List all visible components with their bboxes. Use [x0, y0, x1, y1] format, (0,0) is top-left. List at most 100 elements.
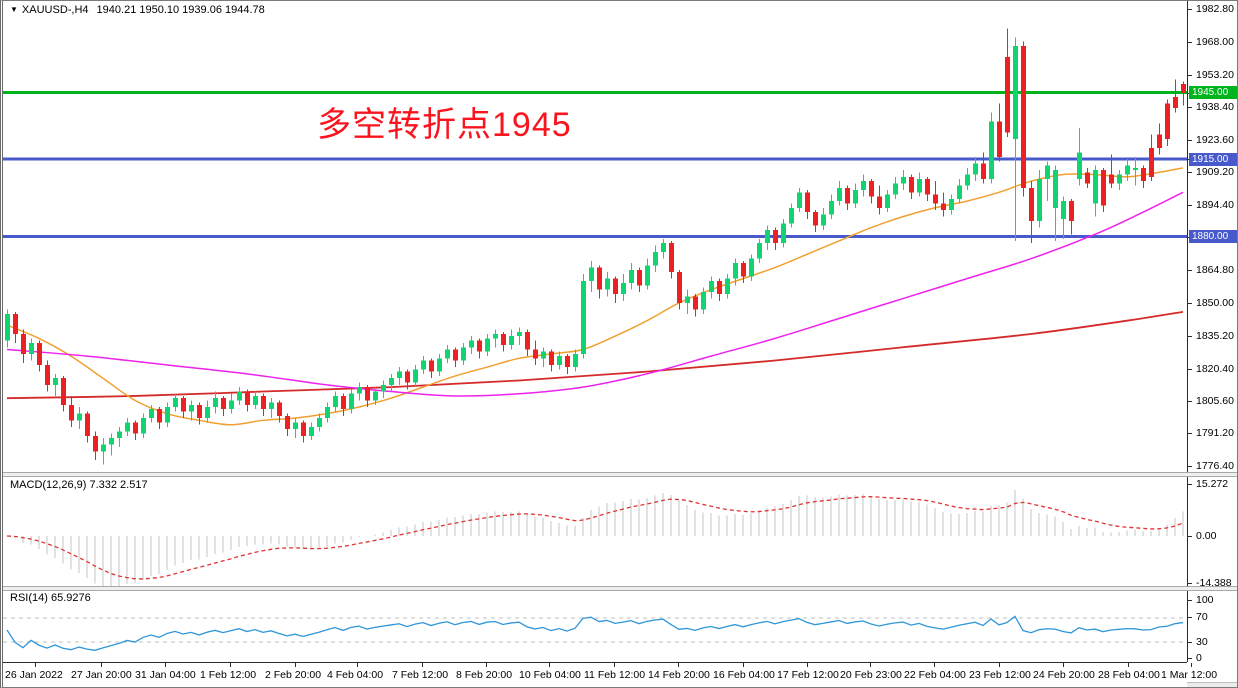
candle-body: [1157, 134, 1162, 149]
candle-body: [917, 178, 922, 193]
candle-body: [1165, 103, 1170, 140]
candle-body: [581, 280, 586, 354]
candle-body: [557, 356, 562, 365]
macd-scale-label: 15.272: [1196, 478, 1229, 490]
candle-body: [77, 413, 82, 421]
chart-text-annotation[interactable]: 多空转折点1945: [317, 106, 572, 144]
price-tick: [1188, 107, 1192, 109]
time-tick: [1191, 663, 1192, 667]
candle-body: [869, 181, 874, 197]
macd-indicator-label: MACD(12,26,9) 7.332 2.517: [10, 479, 148, 491]
candle-body: [661, 243, 666, 253]
time-tick-label: 17 Feb 12:00: [777, 669, 839, 681]
candle-body: [221, 398, 226, 410]
macd-scale-label: 0.00: [1196, 530, 1217, 542]
candle-body: [949, 198, 954, 210]
candle-body: [181, 398, 186, 412]
time-tick: [422, 663, 423, 667]
time-axis[interactable]: 26 Jan 2022 27 Jan 20:00 31 Jan 04:00 1 Feb…: [3, 662, 1217, 687]
candle-body: [109, 438, 114, 445]
candle-body: [957, 185, 962, 199]
time-tick-label: 2 Feb 20:00: [265, 669, 322, 681]
candle-body: [269, 402, 274, 410]
candle-body: [1117, 174, 1122, 184]
candle-body: [1181, 83, 1186, 94]
candle-body: [309, 426, 314, 436]
price-tick: [1188, 171, 1192, 173]
candle-body: [757, 243, 762, 259]
time-tick: [1128, 663, 1129, 667]
candle-body: [197, 404, 202, 419]
candle-body: [125, 422, 130, 432]
candle-body: [549, 351, 554, 365]
time-tick-label: 4 Feb 04:00: [327, 669, 384, 681]
macd-panel-canvas[interactable]: [3, 476, 1187, 586]
price-tick-label: 1805.60: [1196, 395, 1234, 408]
candle-body: [877, 196, 882, 208]
candle-body: [261, 395, 266, 410]
candle-body: [477, 340, 482, 352]
ma_mid_magenta-line[interactable]: [6, 191, 1184, 397]
candle-body: [965, 174, 970, 186]
candle-body: [885, 194, 890, 208]
rsi-panel-canvas[interactable]: [3, 590, 1187, 662]
time-tick-label: 14 Feb 20:00: [648, 669, 710, 681]
candle-body: [725, 278, 730, 295]
candle-body: [301, 422, 306, 436]
candle-body: [565, 356, 570, 368]
candle-body: [645, 265, 650, 286]
candlesticks: [5, 28, 1186, 465]
rsi-scale-tick: [1188, 658, 1192, 659]
time-tick-label: 10 Feb 04:00: [519, 669, 581, 681]
candle-body: [357, 387, 362, 394]
rsi-scale-label: 70: [1196, 611, 1208, 623]
time-tick: [549, 663, 550, 667]
price-level-tag: 1880.00: [1189, 230, 1237, 244]
candle-body: [1061, 201, 1066, 219]
candle-body: [317, 418, 322, 427]
ma_fast_orange-line[interactable]: [6, 167, 1184, 426]
price-axis[interactable]: 1982.80 1968.00 1953.20 1938.40 1923.60 1909.…: [1187, 1, 1237, 664]
candle-body: [541, 351, 546, 359]
price-tick-label: 1938.40: [1196, 101, 1234, 114]
time-tick: [357, 663, 358, 667]
candle-body: [13, 314, 18, 334]
panel-splitter-macd[interactable]: [3, 472, 1237, 477]
price-tick-label: 1776.40: [1196, 459, 1234, 472]
candle-body: [493, 333, 498, 339]
candle-body: [501, 333, 506, 346]
price-tick: [1188, 302, 1192, 304]
time-tick: [614, 663, 615, 667]
price-tick: [1188, 140, 1192, 142]
candle-body: [53, 378, 58, 385]
candle-body: [1021, 46, 1026, 188]
candle-body: [1125, 165, 1130, 175]
candle-body: [205, 407, 210, 419]
symbol-dropdown-arrow-icon[interactable]: ▼: [10, 5, 18, 14]
price-tick-label: 1894.40: [1196, 198, 1234, 211]
price-tick-label: 1820.40: [1196, 362, 1234, 375]
candle-body: [1101, 170, 1106, 206]
panel-splitter-rsi[interactable]: [3, 586, 1237, 591]
ma_slow_red-line[interactable]: [6, 310, 1184, 400]
time-tick-label: 23 Feb 12:00: [969, 669, 1031, 681]
price-level-tag: 1945.00: [1189, 86, 1237, 100]
candle-body: [853, 190, 858, 204]
candle-body: [245, 391, 250, 405]
candle-body: [973, 163, 978, 175]
rsi-scale-label: 100: [1196, 594, 1214, 606]
candle-body: [517, 331, 522, 337]
candle-body: [141, 418, 146, 434]
candle-body: [1173, 97, 1178, 109]
time-tick-label: 31 Jan 04:00: [135, 669, 196, 681]
candle-body: [789, 207, 794, 224]
price-tick-label: 1953.20: [1196, 68, 1234, 81]
time-tick: [934, 663, 935, 667]
price-tick-label: 1923.60: [1196, 134, 1234, 147]
candle-body: [509, 336, 514, 346]
time-tick: [999, 663, 1000, 667]
candle-body: [597, 267, 602, 290]
main-chart-canvas[interactable]: [3, 1, 1187, 472]
candle-body: [37, 342, 42, 365]
candle-body: [637, 269, 642, 286]
